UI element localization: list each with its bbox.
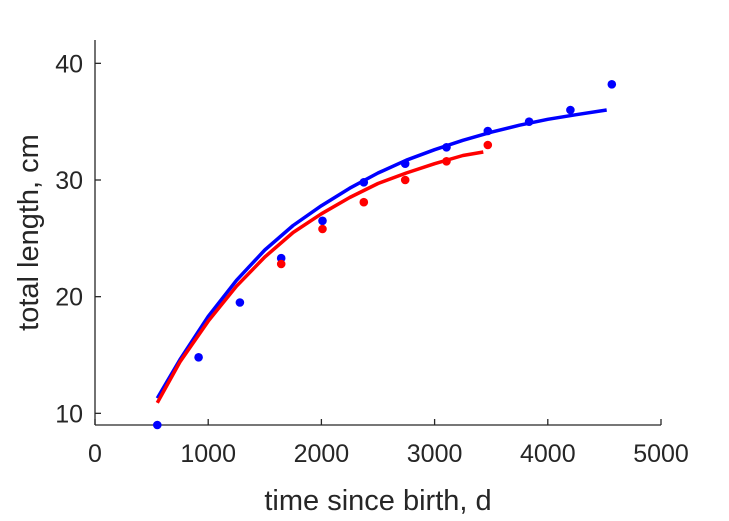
data-point: [276, 259, 286, 269]
data-point: [359, 197, 369, 207]
x-tick-label: 3000: [407, 440, 463, 468]
y-tick-label: 10: [55, 400, 83, 428]
x-tick-label: 4000: [520, 440, 576, 468]
data-point: [483, 140, 493, 150]
data-point: [318, 216, 327, 226]
data-point: [524, 117, 534, 126]
data-point: [153, 420, 162, 430]
x-tick-label: 0: [88, 440, 102, 468]
data-point: [400, 159, 410, 168]
y-axis-title: total length, cm: [13, 134, 45, 331]
data-point: [359, 178, 369, 187]
y-tick-label: 20: [55, 284, 83, 312]
data-point: [400, 175, 410, 185]
x-axis-title: time since birth, d: [264, 485, 491, 517]
ticks: 0 1000 2000 3000 4000 5000 10 20 30 40: [55, 50, 689, 468]
y-tick-label: 30: [55, 167, 83, 195]
x-tick-label: 2000: [294, 440, 350, 468]
data-point: [483, 126, 493, 136]
data-point: [194, 353, 203, 362]
axes: [94, 40, 661, 426]
data-point: [442, 143, 451, 152]
data-point: [318, 224, 327, 234]
data-point: [235, 298, 245, 307]
x-tick-label: 5000: [633, 440, 689, 468]
series: [153, 80, 617, 430]
fit-curve-line: [155, 150, 484, 404]
data-point: [442, 157, 451, 166]
data-point: [566, 105, 575, 115]
fit-curve-line: [155, 108, 607, 400]
data-point: [607, 80, 617, 89]
y-tick-label: 40: [55, 50, 83, 78]
x-tick-label: 1000: [180, 440, 236, 468]
